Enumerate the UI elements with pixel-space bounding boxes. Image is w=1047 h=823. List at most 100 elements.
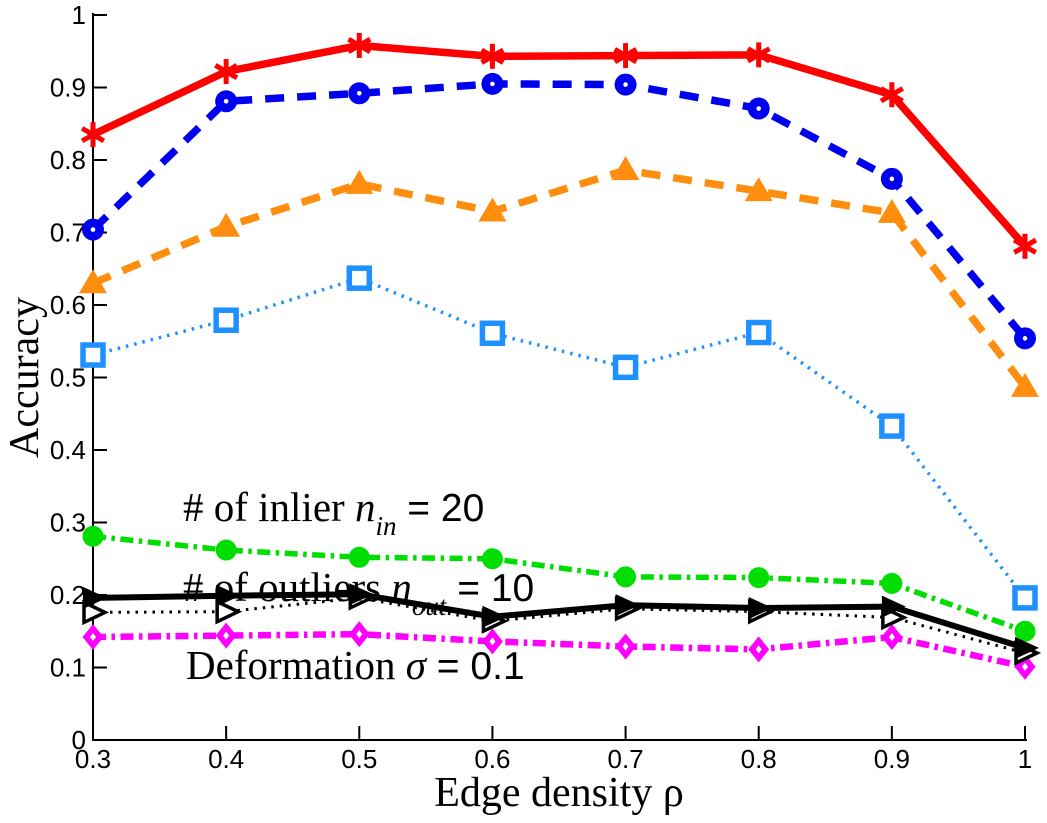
triangle-up-marker bbox=[744, 177, 773, 202]
asterisk-marker bbox=[480, 47, 505, 65]
triangle-right-marker bbox=[83, 586, 107, 609]
square-marker bbox=[346, 265, 373, 291]
square-marker bbox=[612, 354, 639, 381]
series-blue-dashed-circle bbox=[82, 72, 1036, 350]
x-tick-label: 0.6 bbox=[474, 744, 510, 774]
asterisk-marker bbox=[347, 37, 372, 54]
series-orange-dashed-triangle bbox=[79, 156, 1039, 397]
filled-circle-marker bbox=[481, 548, 503, 570]
x-tick-label: 0.4 bbox=[208, 744, 244, 774]
circle-marker-hole bbox=[889, 176, 895, 182]
y-tick-label: 0.7 bbox=[50, 218, 86, 248]
y-tick-label: 0.6 bbox=[50, 290, 86, 320]
annotation-variable: σ bbox=[405, 642, 426, 688]
triangle-up-marker bbox=[345, 169, 374, 194]
open-triangle-right-marker bbox=[82, 599, 110, 626]
square-marker bbox=[80, 342, 106, 368]
annotation-variable: n bbox=[391, 564, 412, 610]
diamond-marker-hole bbox=[1022, 662, 1028, 671]
triangle-right-marker bbox=[482, 605, 507, 628]
series-line-magenta-dashdot-diamond bbox=[92, 630, 1026, 670]
series-magenta-dashdot-diamond bbox=[82, 621, 1036, 680]
triangle-up-marker bbox=[212, 212, 241, 237]
triangle-up-marker bbox=[1011, 372, 1039, 397]
open-triangle-right-marker bbox=[215, 598, 243, 625]
diamond-marker-hole bbox=[356, 630, 363, 639]
filled-circle-marker bbox=[1014, 620, 1036, 642]
annotation-text: # of outliers bbox=[183, 564, 392, 610]
series-line-red-solid-asterisk bbox=[91, 41, 1028, 249]
x-tick-label: 0.8 bbox=[741, 744, 777, 774]
diamond-marker-hole bbox=[223, 631, 230, 640]
triangle-up-marker bbox=[79, 269, 107, 294]
y-axis-label: Accuracy bbox=[2, 297, 48, 458]
square-marker bbox=[1012, 585, 1038, 611]
annotation-text: Deformation bbox=[186, 642, 406, 688]
triangle-right-marker bbox=[1015, 636, 1039, 659]
series-red-solid-asterisk bbox=[80, 32, 1038, 259]
filled-circle-marker bbox=[215, 539, 237, 561]
y-tick-label: 0.5 bbox=[50, 363, 86, 393]
diamond-marker-hole bbox=[888, 633, 895, 642]
triangle-up-marker bbox=[478, 197, 507, 222]
asterisk-marker bbox=[613, 47, 638, 65]
y-tick-label: 0.1 bbox=[50, 653, 86, 683]
triangle-right-marker bbox=[748, 597, 773, 620]
square-marker bbox=[479, 320, 506, 347]
series-line-black-dotted-open-triangle bbox=[92, 596, 1026, 655]
x-tick-label: 0.3 bbox=[75, 744, 111, 774]
square-marker bbox=[879, 413, 905, 439]
series-line-blue-dashed-circle bbox=[90, 80, 1028, 341]
triangle-right-marker bbox=[349, 583, 374, 606]
triangle-right-marker bbox=[615, 594, 640, 617]
circle-marker-hole bbox=[623, 82, 628, 87]
circle-marker-hole bbox=[756, 106, 762, 111]
diamond-marker-hole bbox=[489, 637, 496, 646]
annotation-value: = 10 bbox=[446, 567, 535, 610]
square-marker bbox=[213, 307, 239, 333]
filled-circle-marker bbox=[748, 567, 770, 589]
y-tick-label: 0.3 bbox=[50, 508, 86, 538]
circle-marker-hole bbox=[490, 81, 495, 87]
triangle-right-marker bbox=[216, 584, 241, 607]
y-tick-label: 0.4 bbox=[50, 435, 86, 465]
x-tick-label: 0.9 bbox=[874, 744, 910, 774]
series-lightblue-dotted-square bbox=[80, 265, 1038, 611]
filled-circle-marker bbox=[348, 546, 370, 568]
circle-marker-hole bbox=[223, 98, 229, 104]
series-green-dashdot-filled-circle bbox=[82, 525, 1036, 642]
series-line-orange-dashed-triangle bbox=[91, 166, 1028, 390]
annotation-inliers: # of inlier nin = 20 bbox=[183, 484, 485, 540]
circle-marker-hole bbox=[1022, 336, 1028, 341]
annotation-value: = 20 bbox=[396, 487, 485, 530]
x-tick-label: 0.5 bbox=[341, 744, 377, 774]
diamond-marker-hole bbox=[90, 633, 96, 642]
x-axis-label: Edge density ρ bbox=[434, 770, 684, 816]
asterisk-marker bbox=[746, 46, 771, 64]
asterisk-marker bbox=[80, 126, 106, 144]
triangle-up-marker bbox=[877, 198, 906, 223]
triangle-right-marker bbox=[881, 595, 906, 618]
annotation-variable: n bbox=[354, 484, 376, 530]
annotation-subscript: out bbox=[411, 591, 447, 621]
x-tick-label: 0.7 bbox=[607, 744, 643, 774]
diamond-marker-hole bbox=[755, 645, 762, 654]
asterisk-marker bbox=[1012, 237, 1038, 255]
series-line-black-solid-filled-triangle bbox=[92, 591, 1026, 651]
series-black-solid-filled-triangle bbox=[83, 583, 1039, 659]
annotation-value: = 0.1 bbox=[425, 645, 525, 688]
annotation-subscript: in bbox=[375, 511, 397, 541]
annotation-text: # of inlier bbox=[183, 484, 355, 530]
series-line-green-dashdot-filled-circle bbox=[92, 533, 1026, 634]
annotation-outliers: # of outliers nout = 10 bbox=[183, 564, 535, 620]
square-marker bbox=[745, 319, 772, 346]
x-tick-label: 1 bbox=[1018, 744, 1032, 774]
circle-marker-hole bbox=[356, 91, 362, 96]
y-tick-label: 0.2 bbox=[50, 580, 86, 610]
asterisk-marker bbox=[879, 86, 904, 104]
y-tick-label: 1 bbox=[72, 0, 86, 30]
y-tick-label: 0.8 bbox=[50, 145, 86, 175]
y-tick-label: 0.9 bbox=[50, 73, 86, 103]
